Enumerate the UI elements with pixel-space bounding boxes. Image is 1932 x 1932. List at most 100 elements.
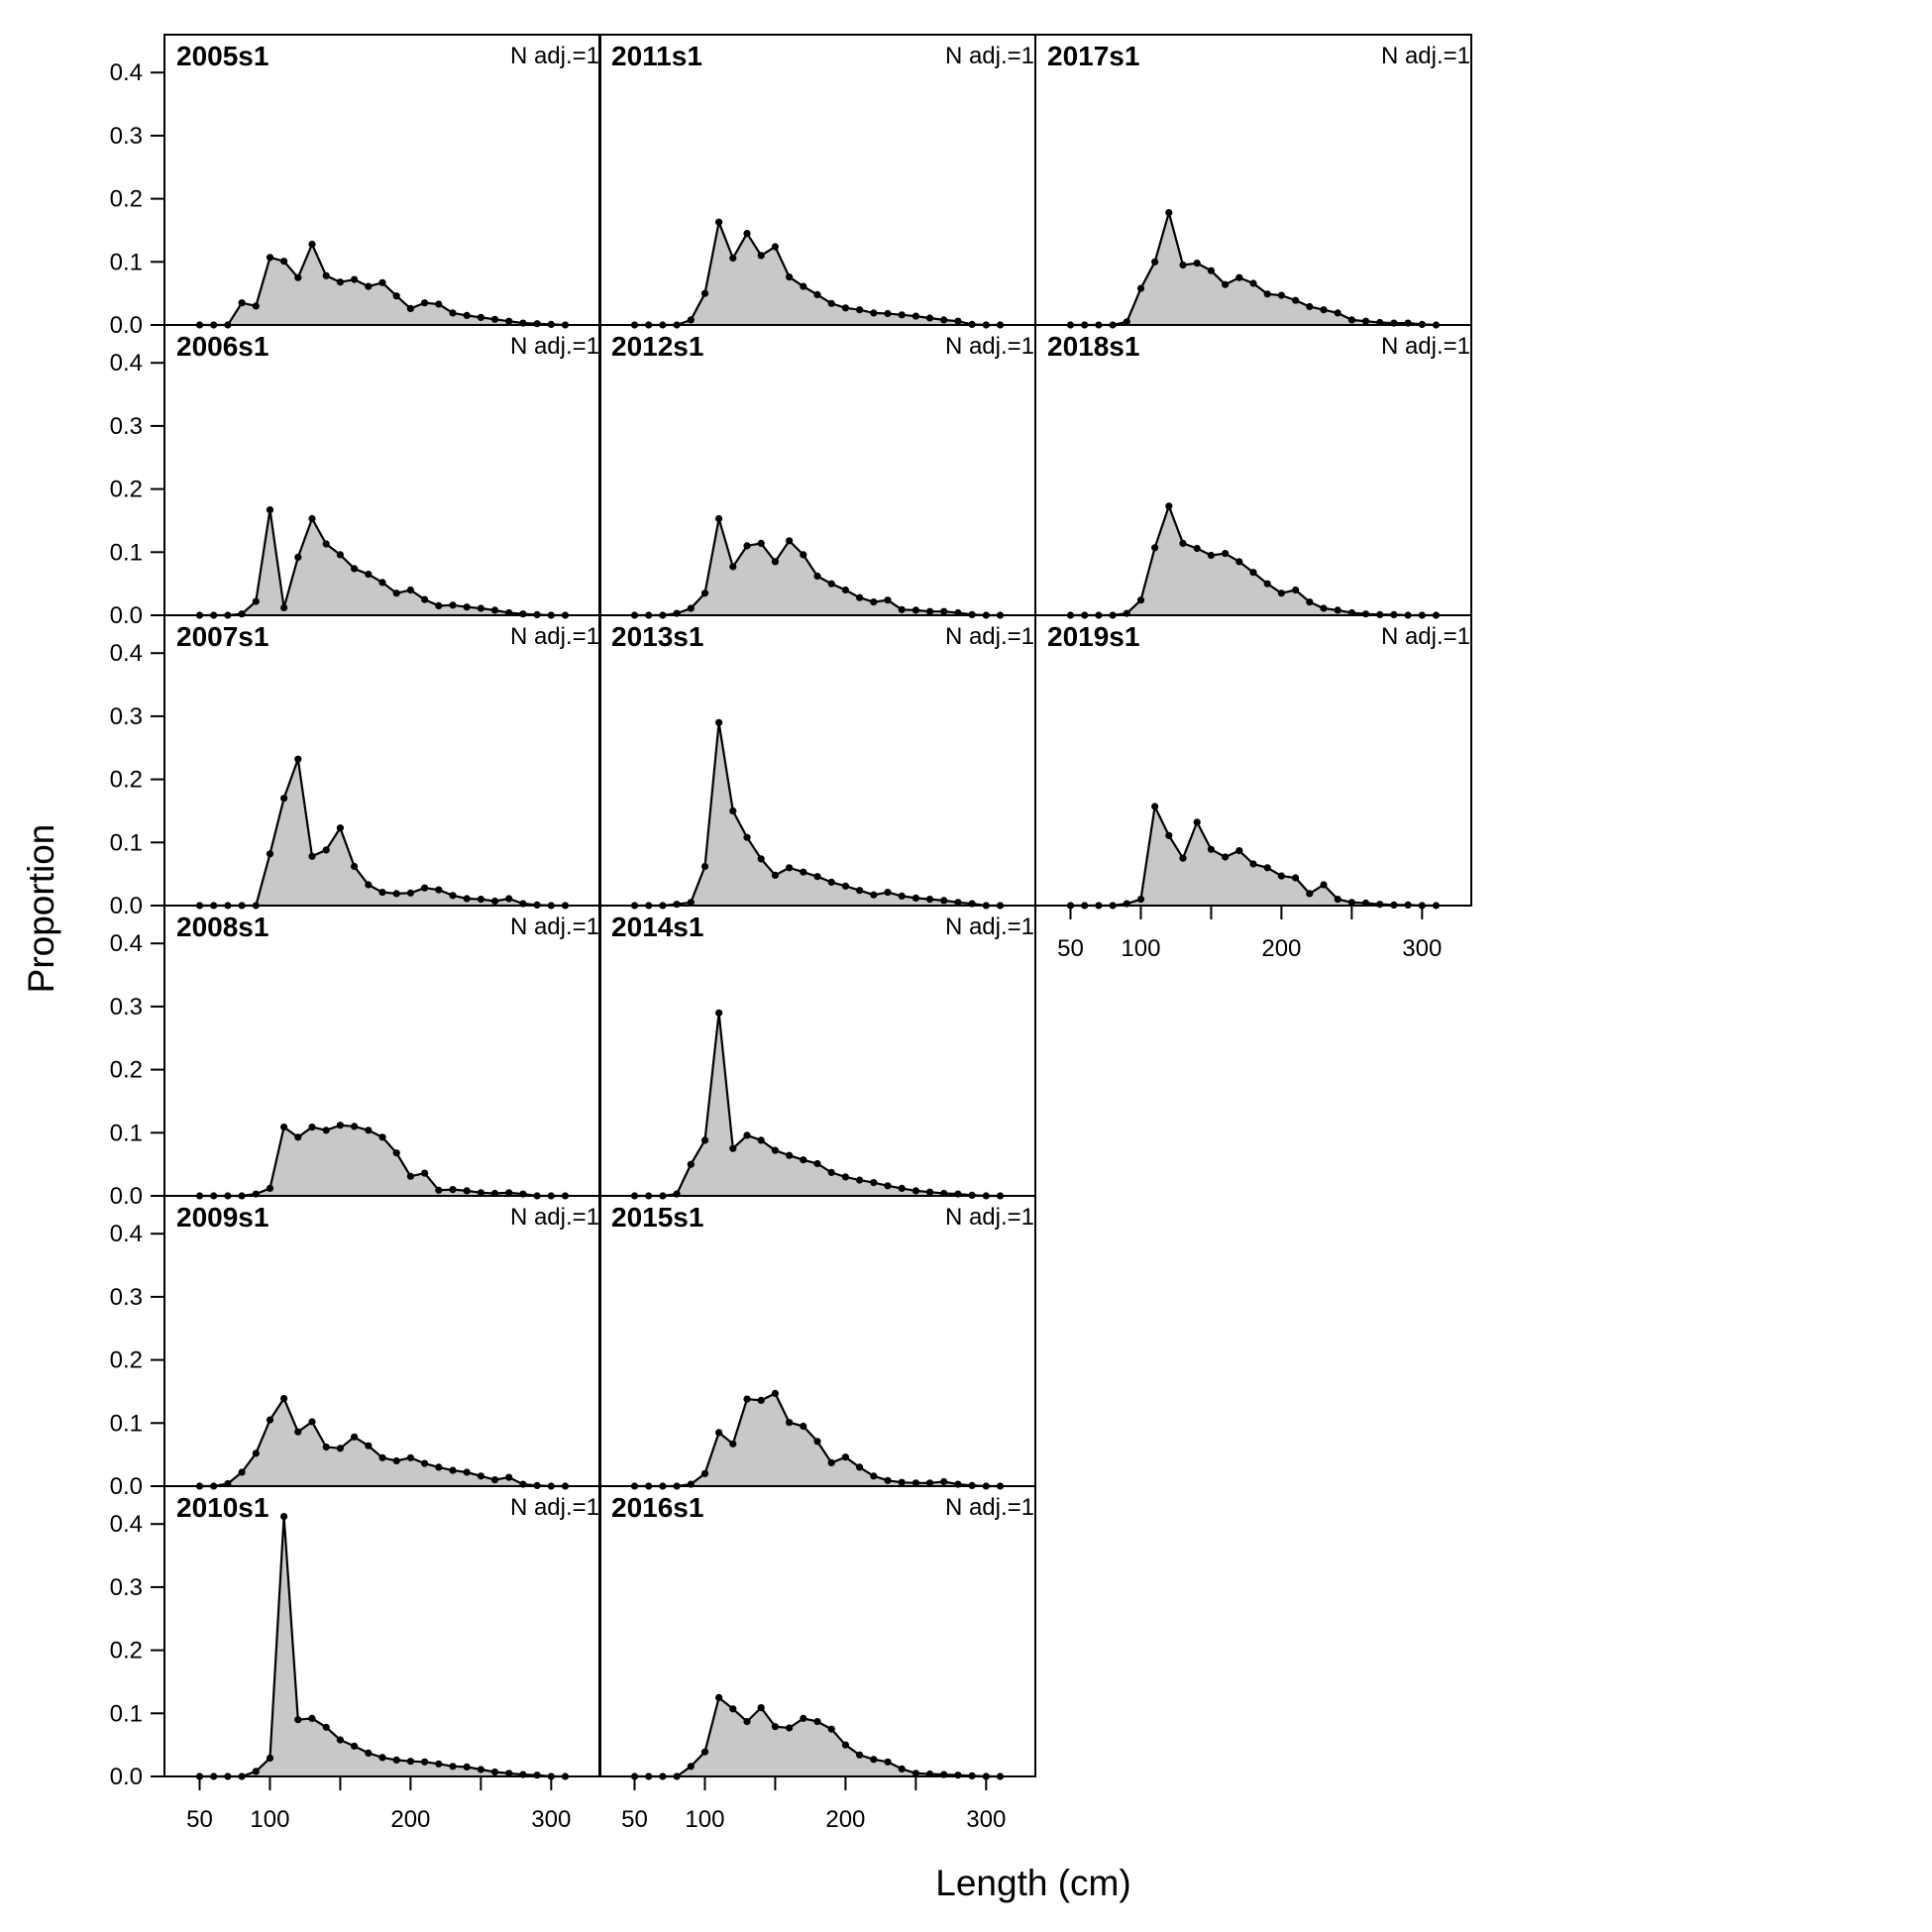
data-point-2008s1-200	[406, 1172, 414, 1180]
y-tick-label: 0.4	[110, 1221, 143, 1247]
y-tick-label: 0.3	[110, 413, 143, 440]
data-point-2019s1-270	[1376, 901, 1384, 909]
data-point-2013s1-160	[786, 864, 794, 872]
y-tick-label: 0.2	[110, 186, 143, 213]
data-point-2005s1-270	[505, 317, 513, 325]
panel-title-2012s1: 2012s1	[611, 331, 703, 362]
data-point-2008s1-250	[477, 1189, 484, 1197]
data-point-2017s1-110	[1151, 258, 1159, 266]
data-point-2009s1-250	[477, 1472, 484, 1480]
y-tick-label: 0.1	[110, 1120, 143, 1146]
y-tick-label: 0.2	[110, 477, 143, 503]
data-point-2009s1-130	[308, 1418, 316, 1426]
data-point-2019s1-250	[1347, 899, 1355, 907]
data-point-2017s1-140	[1193, 260, 1201, 268]
data-point-2011s1-90	[687, 316, 695, 324]
y-tick-label: 0.0	[110, 1473, 143, 1500]
x-axis-column-3: 50 100 200 300	[1057, 906, 1442, 962]
data-point-2015s1-180	[813, 1438, 821, 1446]
data-point-2005s1-140	[322, 271, 330, 279]
data-point-2011s1-100	[700, 289, 709, 297]
panel-title-2007s1: 2007s1	[176, 621, 268, 652]
data-point-2015s1-110	[715, 1429, 723, 1437]
n-adj-label-2017s1: N adj.=1	[1381, 43, 1470, 69]
data-point-2019s1-190	[1263, 864, 1271, 872]
y-tick-label: 0.3	[110, 994, 143, 1020]
data-point-2019s1-130	[1179, 854, 1187, 862]
data-point-2018s1-120	[1165, 502, 1173, 510]
n-adj-label-2018s1: N adj.=1	[1381, 333, 1470, 360]
data-point-2012s1-150	[771, 558, 780, 566]
data-point-2012s1-160	[786, 537, 794, 545]
panel-2012s1: 2012s1 N adj.=1	[598, 324, 1036, 619]
data-point-2005s1-100	[266, 254, 274, 262]
n-adj-label-2008s1: N adj.=1	[510, 913, 599, 940]
data-point-2005s1-240	[463, 311, 471, 319]
y-tick-label: 0.1	[110, 539, 143, 566]
data-point-2010s1-290	[533, 1771, 541, 1779]
area-fill-2015s1	[634, 1393, 1001, 1486]
data-point-2013s1-240	[898, 892, 906, 901]
data-point-2014s1-180	[813, 1159, 821, 1168]
panel-frame-2013s1	[598, 614, 1036, 907]
data-point-2018s1-140	[1193, 544, 1201, 553]
area-fill-2006s1	[199, 509, 566, 615]
data-point-2008s1-180	[378, 1133, 386, 1141]
data-point-2006s1-230	[449, 601, 457, 609]
x-tick-label: 50	[186, 1806, 213, 1833]
panel-title-2016s1: 2016s1	[611, 1492, 703, 1523]
data-point-2015s1-150	[771, 1389, 780, 1397]
data-point-2005s1-220	[435, 300, 443, 308]
data-point-2010s1-250	[477, 1766, 484, 1773]
data-point-2009s1-100	[266, 1416, 274, 1424]
data-point-2019s1-110	[1151, 803, 1159, 810]
panel-frame-2006s1	[163, 324, 601, 616]
x-tick-label: 100	[1121, 935, 1160, 962]
data-point-2012s1-130	[743, 542, 751, 550]
data-point-2009s1-200	[406, 1453, 414, 1461]
data-point-2011s1-180	[813, 290, 821, 298]
data-point-2019s1-200	[1277, 872, 1285, 880]
x-tick-label: 50	[621, 1806, 648, 1833]
data-point-2012s1-190	[827, 580, 835, 588]
y-tick-label: 0.4	[110, 930, 143, 957]
data-point-2009s1-230	[449, 1466, 457, 1474]
x-tick-label: 200	[390, 1806, 430, 1833]
data-point-2009s1-150	[336, 1445, 344, 1452]
data-point-2018s1-190	[1263, 580, 1271, 588]
data-point-2006s1-80	[238, 610, 246, 618]
panel-2014s1: 2014s1 N adj.=1	[598, 905, 1036, 1200]
data-point-2006s1-200	[406, 586, 414, 594]
data-point-2017s1-250	[1347, 316, 1355, 324]
data-point-2013s1-80	[673, 901, 681, 909]
data-point-2014s1-220	[870, 1179, 878, 1187]
panel-title-2005s1: 2005s1	[176, 41, 268, 71]
n-adj-label-2007s1: N adj.=1	[510, 623, 599, 650]
data-point-2016s1-190	[827, 1725, 835, 1733]
data-point-2009s1-220	[435, 1463, 443, 1471]
y-tick-label: 0.0	[110, 893, 143, 919]
panel-2013s1: 2013s1 N adj.=1	[598, 614, 1036, 910]
data-point-2017s1-100	[1136, 284, 1145, 292]
data-point-2011s1-150	[771, 243, 780, 251]
data-point-2005s1-210	[421, 299, 429, 307]
data-point-2012s1-180	[813, 572, 821, 581]
data-point-2014s1-190	[827, 1168, 835, 1176]
data-point-2010s1-120	[294, 1716, 302, 1724]
series-line-2007s1	[199, 758, 566, 908]
data-point-2012s1-210	[856, 593, 864, 601]
data-point-2018s1-180	[1249, 569, 1257, 577]
data-point-2019s1-240	[1334, 896, 1342, 904]
data-point-2005s1-160	[351, 275, 359, 283]
panel-frame-2011s1	[598, 34, 1036, 326]
data-point-2013s1-150	[771, 871, 780, 880]
data-point-2018s1-260	[1361, 610, 1370, 618]
data-point-2009s1-170	[365, 1442, 373, 1449]
data-point-2010s1-200	[406, 1758, 414, 1766]
data-point-2017s1-150	[1207, 267, 1215, 274]
data-point-2016s1-170	[800, 1714, 807, 1722]
data-point-2013s1-100	[700, 862, 709, 871]
x-axis-column-1: 50 100 200 300	[186, 1776, 571, 1833]
data-point-2012s1-270	[940, 607, 948, 615]
data-point-2011s1-160	[786, 273, 794, 281]
